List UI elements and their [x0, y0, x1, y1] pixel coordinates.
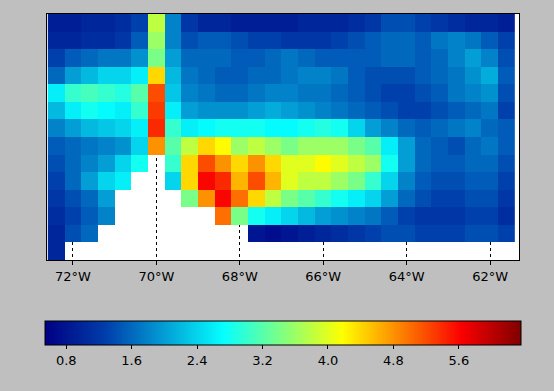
svg-text:4.8: 4.8 — [383, 353, 404, 368]
svg-text:2.4: 2.4 — [187, 353, 208, 368]
svg-text:5.6: 5.6 — [448, 353, 469, 368]
svg-text:0.8: 0.8 — [56, 353, 77, 368]
svg-text:70°W: 70°W — [138, 269, 174, 284]
svg-text:4.0: 4.0 — [318, 353, 339, 368]
svg-text:64°W: 64°W — [389, 269, 425, 284]
svg-text:1.6: 1.6 — [121, 353, 142, 368]
svg-text:62°W: 62°W — [472, 269, 508, 284]
svg-text:72°W: 72°W — [55, 269, 91, 284]
svg-text:3.2: 3.2 — [252, 353, 273, 368]
svg-text:68°W: 68°W — [222, 269, 258, 284]
svg-text:66°W: 66°W — [305, 269, 341, 284]
